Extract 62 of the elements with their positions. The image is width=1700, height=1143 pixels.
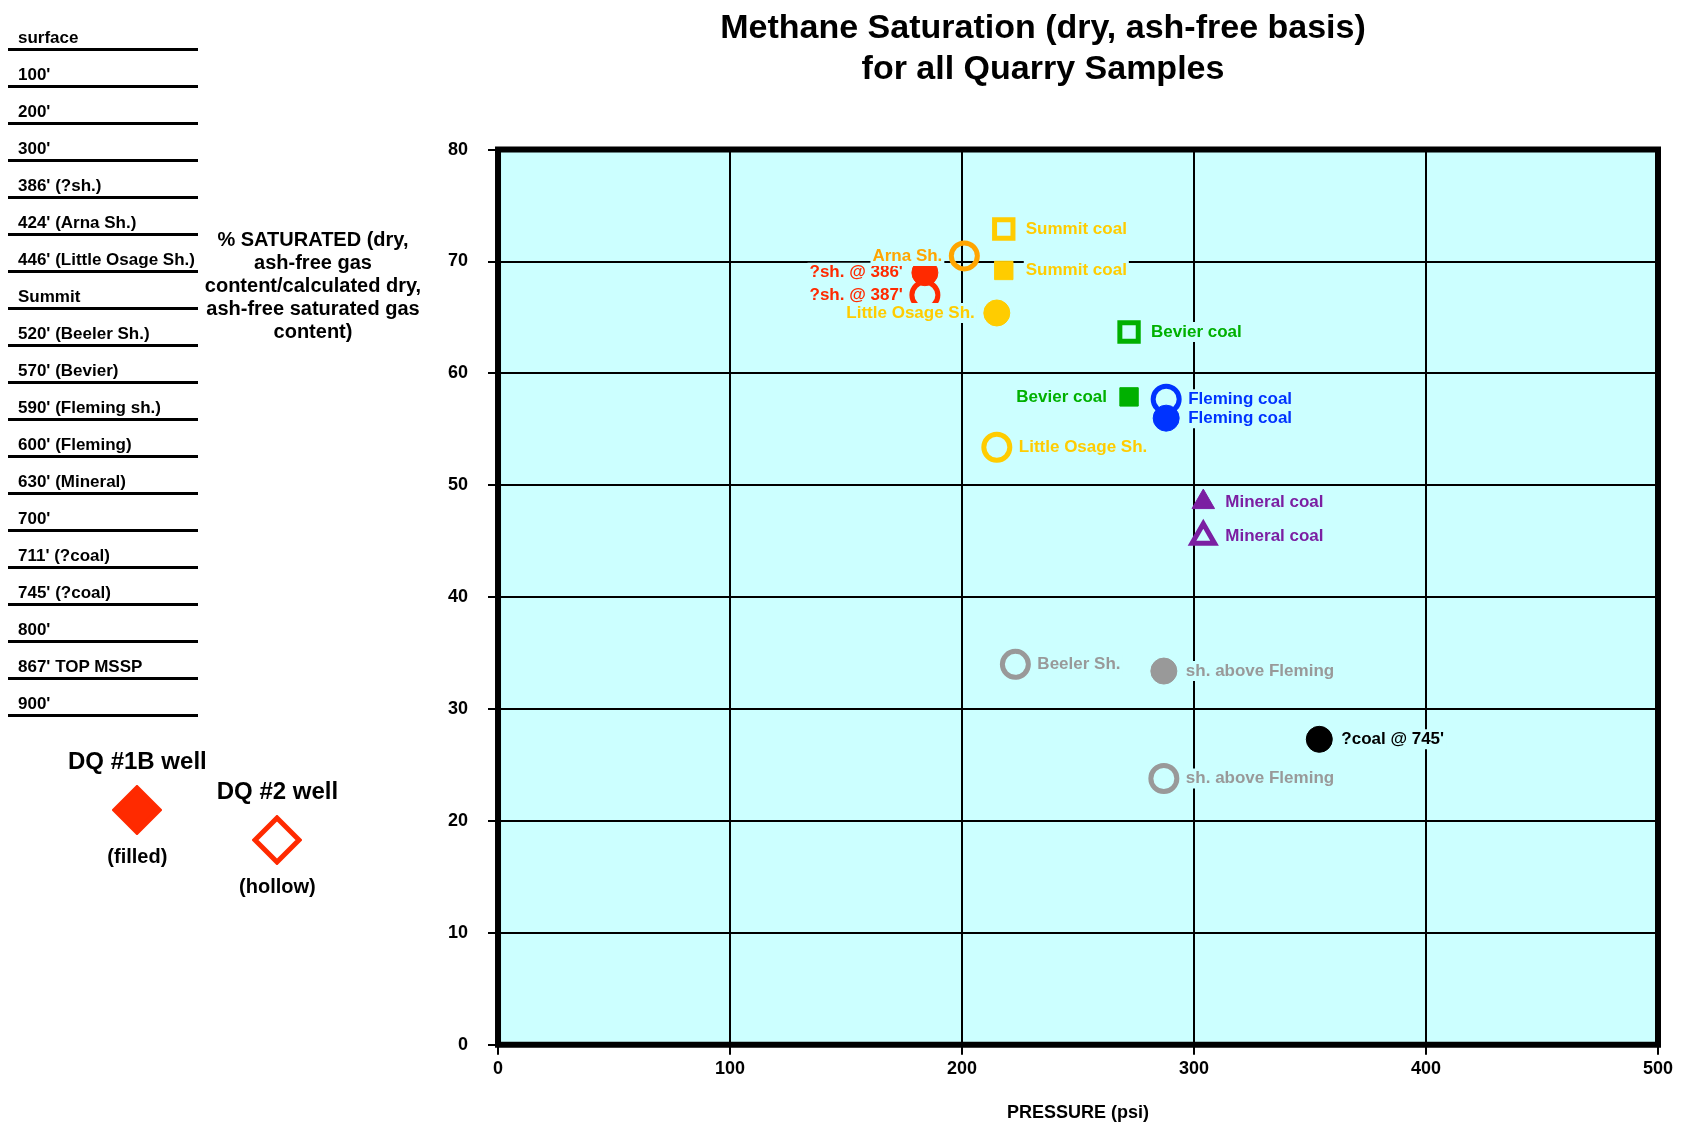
text: (hollow) <box>238 875 317 898</box>
text: 630' (Mineral) <box>8 472 198 495</box>
annotation: Fleming coal <box>1188 388 1293 408</box>
x-tick-label: 100 <box>714 1057 746 1078</box>
text: DQ #2 well <box>216 777 339 805</box>
point <box>1305 725 1333 753</box>
x-tick-label: 0 <box>493 1057 504 1078</box>
text: 386' (?sh.) <box>8 176 198 199</box>
text: 446' (Little Osage Sh.) <box>8 250 198 273</box>
annotation: Bevier coal <box>1151 321 1242 341</box>
annotation: Mineral coal <box>1225 526 1324 546</box>
text: Summit <box>8 287 198 310</box>
annotation: Summit coal <box>1025 260 1127 280</box>
x-tick-label: 200 <box>946 1057 978 1078</box>
x-axis-title: PRESSURE (psi) <box>1007 1102 1150 1123</box>
text: 520' (Beeler Sh.) <box>8 324 198 347</box>
text: 867' TOP MSSP <box>8 657 198 680</box>
text: 590' (Fleming sh.) <box>8 398 198 421</box>
y-tick-label: 10 <box>447 921 469 942</box>
point <box>1152 404 1180 432</box>
annotation: ?sh. @ 387' <box>809 284 903 304</box>
x-tick-label: 400 <box>1410 1057 1442 1078</box>
annotation: Little Osage Sh. <box>846 302 975 322</box>
point <box>1148 762 1180 794</box>
text: 800' <box>8 620 198 643</box>
annotation: sh. above Fleming <box>1185 660 1335 680</box>
text: 200' <box>8 102 198 125</box>
y-tick-label: 70 <box>447 250 469 271</box>
annotation: Arna Sh. <box>872 245 943 265</box>
y-axis-title: % SATURATED (dry, ash-free gas content/calculated dry, ash-free saturated gas content) <box>204 228 422 342</box>
text: 570' (Bevier) <box>8 361 198 384</box>
annotation: Summit coal <box>1025 218 1127 238</box>
y-tick-label: 0 <box>458 1033 469 1054</box>
point <box>948 240 980 272</box>
point <box>999 648 1031 680</box>
text: 700' <box>8 509 198 532</box>
text: 424' (Arna Sh.) <box>8 213 198 236</box>
annotation: Beeler Sh. <box>1037 654 1121 674</box>
text: 711' (?coal) <box>8 546 198 569</box>
y-tick-label: 80 <box>447 138 469 159</box>
annotation: Little Osage Sh. <box>1018 436 1148 456</box>
annotation: Mineral coal <box>1225 491 1324 511</box>
text: 745' (?coal) <box>8 583 198 606</box>
text: surface <box>8 28 198 51</box>
chart-title: Methane Saturation (dry, ash-free basis) for all Quarry Samples <box>720 6 1366 86</box>
annotation: ?coal @ 745' <box>1341 729 1445 748</box>
y-tick-label: 40 <box>447 586 469 607</box>
y-tick-label: 30 <box>447 698 469 719</box>
text: 100' <box>8 65 198 88</box>
annotation: Fleming coal <box>1188 407 1293 427</box>
text: DQ #1B well <box>68 747 207 775</box>
y-tick-label: 20 <box>447 809 469 830</box>
text: (filled) <box>106 845 169 868</box>
y-tick-label: 50 <box>447 474 469 495</box>
x-tick-label: 300 <box>1178 1057 1210 1078</box>
x-tick-label: 500 <box>1642 1057 1674 1078</box>
annotation: Bevier coal <box>1016 386 1108 406</box>
text: 300' <box>8 139 198 162</box>
text: 600' (Fleming) <box>8 435 198 458</box>
annotation: sh. above Fleming <box>1185 768 1335 788</box>
y-tick-label: 60 <box>447 362 469 383</box>
text: 900' <box>8 694 198 717</box>
